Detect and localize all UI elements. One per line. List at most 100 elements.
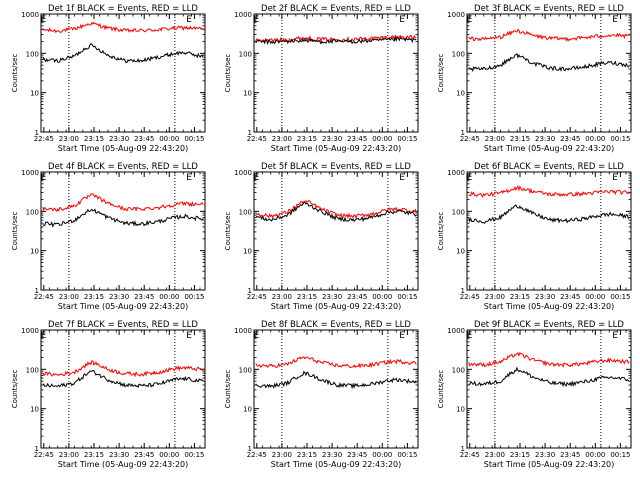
y-tick-label: 10 (30, 406, 39, 414)
events-series-line (468, 366, 630, 388)
x-tick-label: 23:00 (272, 135, 292, 143)
y-tick-label: 1 (461, 445, 465, 453)
x-tick-label: 23:15 (297, 451, 317, 459)
x-tick-label: 23:45 (347, 135, 367, 143)
events-series-line (42, 43, 204, 64)
x-tick-label: 00:15 (184, 293, 204, 301)
x-tick-label: 00:00 (585, 293, 605, 301)
y-tick-label: 10 (30, 90, 39, 98)
y-tick-label: 100 (452, 50, 465, 58)
event-marker-label: E (399, 331, 405, 341)
y-tick-label: 1 (35, 445, 39, 453)
x-tick-label: 23:45 (134, 293, 154, 301)
lld-series-line (468, 351, 630, 368)
y-tick-label: 1 (248, 129, 252, 137)
x-tick-label: 23:45 (134, 451, 154, 459)
y-axis-label: Counts/sec (437, 370, 445, 409)
x-tick-label: 23:30 (535, 293, 555, 301)
x-tick-label: 23:00 (272, 451, 292, 459)
event-marker-label: E (399, 15, 405, 25)
event-marker-label: E (467, 173, 473, 183)
x-tick-label: 23:15 (84, 293, 104, 301)
panel-title: Det 7f BLACK = Events, RED = LLD (48, 320, 198, 330)
panel-frame (40, 171, 206, 291)
panel-frame (466, 13, 632, 133)
x-axis-label: Start Time (05-Aug-09 22:43:20) (271, 302, 402, 311)
x-tick-label: 23:00 (59, 293, 79, 301)
panel-frame (253, 13, 419, 133)
panel-title: Det 2f BLACK = Events, RED = LLD (261, 4, 411, 14)
y-tick-label: 100 (452, 366, 465, 374)
y-tick-label: 100 (239, 366, 252, 374)
x-tick-label: 23:45 (560, 135, 580, 143)
event-marker-label: E (467, 15, 473, 25)
panel-frame (466, 171, 632, 291)
y-tick-label: 1000 (21, 169, 39, 177)
y-tick-label: 10 (456, 90, 465, 98)
y-tick-label: 10 (30, 248, 39, 256)
panel-title: Det 3f BLACK = Events, RED = LLD (474, 4, 624, 14)
x-tick-label: 22:45 (460, 293, 480, 301)
y-tick-label: 100 (26, 366, 39, 374)
x-tick-label: 00:15 (184, 451, 204, 459)
y-tick-label: 10 (243, 90, 252, 98)
x-tick-label: 23:00 (272, 293, 292, 301)
events-series-line (255, 36, 417, 46)
y-axis-label: Counts/sec (11, 212, 19, 251)
y-tick-label: 10 (243, 406, 252, 414)
x-tick-label: 22:45 (460, 135, 480, 143)
lld-series-line (42, 193, 204, 213)
x-tick-label: 00:00 (585, 135, 605, 143)
x-tick-label: 23:00 (485, 135, 505, 143)
x-tick-label: 22:45 (247, 135, 267, 143)
lld-series-line (42, 360, 204, 378)
x-tick-label: 23:30 (535, 451, 555, 459)
y-tick-label: 1000 (447, 11, 465, 19)
y-tick-label: 10 (243, 248, 252, 256)
x-tick-label: 23:30 (322, 451, 342, 459)
x-tick-label: 23:15 (297, 135, 317, 143)
y-axis-label: Counts/sec (437, 212, 445, 251)
event-marker-label: E (254, 331, 260, 341)
x-tick-label: 23:30 (535, 135, 555, 143)
y-tick-label: 100 (26, 208, 39, 216)
y-tick-label: 10 (456, 406, 465, 414)
x-tick-label: 23:15 (84, 135, 104, 143)
events-series-line (468, 52, 630, 73)
y-tick-label: 1000 (234, 169, 252, 177)
y-tick-label: 100 (239, 208, 252, 216)
x-tick-label: 00:15 (610, 451, 630, 459)
panel-frame (40, 329, 206, 449)
panel-title: Det 9f BLACK = Events, RED = LLD (474, 320, 624, 330)
y-tick-label: 1 (35, 129, 39, 137)
x-tick-label: 22:45 (247, 293, 267, 301)
lld-series-line (468, 185, 630, 198)
panel-frame (253, 329, 419, 449)
lld-series-line (468, 28, 630, 42)
x-tick-label: 22:45 (34, 135, 54, 143)
x-tick-label: 23:45 (560, 293, 580, 301)
x-axis-label: Start Time (05-Aug-09 22:43:20) (271, 460, 402, 469)
events-series-line (42, 369, 204, 389)
panel-title: Det 6f BLACK = Events, RED = LLD (474, 162, 624, 172)
panel-frame (40, 13, 206, 133)
y-tick-label: 1 (35, 287, 39, 295)
x-axis-label: Start Time (05-Aug-09 22:43:20) (484, 302, 615, 311)
x-tick-label: 23:45 (560, 451, 580, 459)
event-marker-label: E (467, 331, 473, 341)
x-tick-label: 00:15 (397, 293, 417, 301)
event-marker-label: E (41, 15, 47, 25)
events-series-line (42, 208, 204, 228)
event-marker-label: E (41, 173, 47, 183)
x-tick-label: 00:15 (610, 135, 630, 143)
x-tick-label: 23:30 (322, 293, 342, 301)
event-marker-label: E (399, 173, 405, 183)
x-tick-label: 00:15 (397, 135, 417, 143)
x-tick-label: 23:00 (485, 293, 505, 301)
lld-series-line (255, 356, 417, 369)
y-tick-label: 1000 (21, 327, 39, 335)
x-axis-label: Start Time (05-Aug-09 22:43:20) (484, 144, 615, 153)
panel-title: Det 8f BLACK = Events, RED = LLD (261, 320, 411, 330)
lld-series-line (255, 199, 417, 220)
